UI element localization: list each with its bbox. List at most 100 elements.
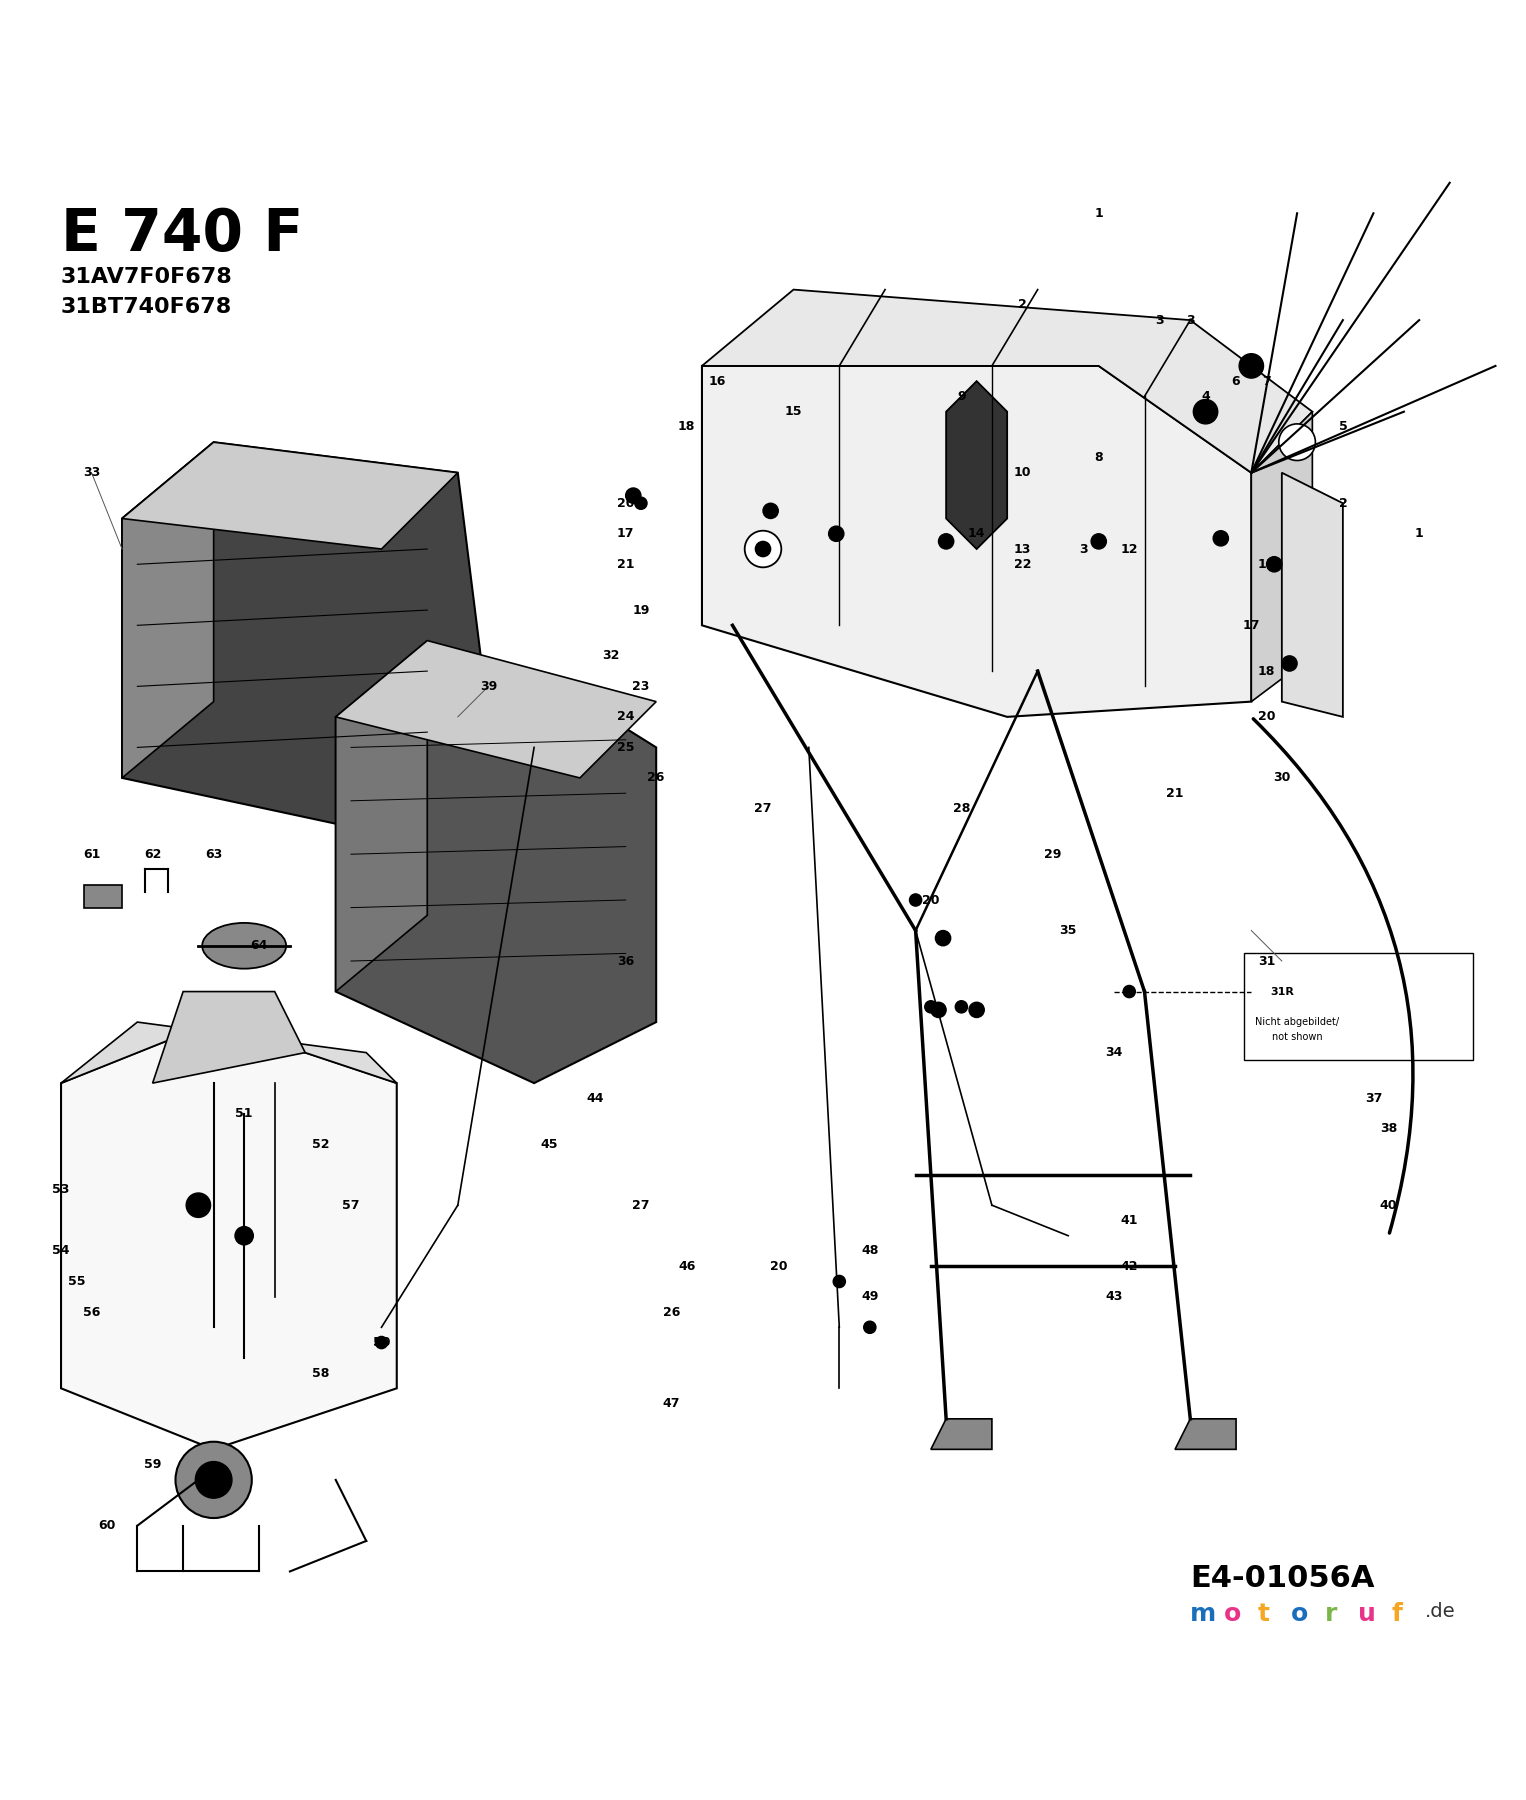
Text: 43: 43 [1105, 1291, 1123, 1303]
Text: r: r [1325, 1602, 1337, 1625]
Text: 21: 21 [617, 558, 635, 571]
Circle shape [755, 542, 771, 556]
Text: 40: 40 [1380, 1199, 1398, 1211]
Text: 34: 34 [1105, 1046, 1123, 1058]
Text: 26: 26 [647, 772, 665, 785]
Text: 26: 26 [662, 1305, 681, 1319]
Polygon shape [61, 1022, 397, 1449]
Circle shape [925, 1001, 937, 1013]
Text: 3: 3 [1186, 313, 1195, 326]
Text: 38: 38 [1380, 1123, 1398, 1136]
Text: 9: 9 [957, 391, 966, 403]
Circle shape [375, 1336, 388, 1348]
Text: 53: 53 [52, 1183, 70, 1197]
Text: 55: 55 [67, 1274, 85, 1289]
Text: 27: 27 [754, 803, 772, 815]
Text: 25: 25 [617, 742, 635, 754]
Text: not shown: not shown [1271, 1033, 1323, 1042]
Text: 23: 23 [632, 680, 650, 693]
FancyBboxPatch shape [1244, 954, 1473, 1060]
Ellipse shape [201, 923, 287, 968]
Text: 49: 49 [861, 1291, 879, 1303]
Text: 15: 15 [784, 405, 803, 418]
Text: 51: 51 [235, 1107, 253, 1120]
Text: 48: 48 [861, 1244, 879, 1258]
Polygon shape [702, 290, 1312, 473]
Polygon shape [153, 992, 305, 1084]
Polygon shape [946, 382, 1007, 549]
Text: 8: 8 [1094, 452, 1103, 464]
Text: 64: 64 [250, 940, 269, 952]
Polygon shape [336, 671, 656, 1084]
Circle shape [626, 488, 641, 504]
Text: 5: 5 [1338, 421, 1347, 434]
Text: 28: 28 [952, 803, 971, 815]
Text: 41: 41 [1120, 1213, 1138, 1228]
Text: 36: 36 [617, 954, 635, 968]
Text: u: u [1358, 1602, 1376, 1625]
Text: 61: 61 [82, 848, 101, 860]
Text: 3: 3 [1155, 313, 1164, 326]
Circle shape [829, 526, 844, 542]
Circle shape [763, 504, 778, 518]
Text: 35: 35 [1059, 923, 1077, 938]
Text: 19: 19 [632, 603, 650, 617]
Text: 22: 22 [1013, 558, 1032, 571]
Text: 13: 13 [1013, 542, 1032, 556]
Circle shape [833, 1276, 845, 1287]
Text: Nicht abgebildet/: Nicht abgebildet/ [1254, 1017, 1340, 1028]
Bar [84, 886, 122, 907]
Text: 2: 2 [1338, 497, 1347, 509]
Polygon shape [336, 641, 656, 778]
Text: 1: 1 [1094, 207, 1103, 220]
Circle shape [745, 531, 781, 567]
Circle shape [1091, 535, 1106, 549]
Text: 6: 6 [1231, 374, 1241, 387]
Circle shape [635, 497, 647, 509]
Circle shape [935, 931, 951, 945]
Circle shape [175, 1442, 252, 1517]
Polygon shape [122, 443, 214, 778]
Text: 37: 37 [1364, 1093, 1383, 1105]
Text: 20: 20 [922, 893, 940, 907]
Text: 24: 24 [617, 711, 635, 724]
Circle shape [864, 1321, 876, 1334]
Circle shape [195, 1462, 232, 1498]
Circle shape [1279, 423, 1315, 461]
Text: 52: 52 [311, 1138, 330, 1150]
Text: 10: 10 [1013, 466, 1032, 479]
Polygon shape [336, 641, 427, 992]
Text: 45: 45 [540, 1138, 559, 1150]
Polygon shape [61, 1022, 397, 1084]
Text: 44: 44 [586, 1093, 604, 1105]
Text: 50: 50 [372, 1336, 391, 1348]
Text: 12: 12 [1120, 542, 1138, 556]
Text: 47: 47 [662, 1397, 681, 1409]
Polygon shape [702, 365, 1251, 716]
Text: 3: 3 [1079, 542, 1088, 556]
Text: 27: 27 [632, 1199, 650, 1211]
Circle shape [955, 1001, 967, 1013]
Text: 11: 11 [1257, 558, 1276, 571]
Circle shape [186, 1193, 211, 1217]
Text: 31R: 31R [1270, 986, 1294, 997]
Text: 59: 59 [143, 1458, 162, 1471]
Text: 62: 62 [143, 848, 162, 860]
Text: 29: 29 [1044, 848, 1062, 860]
Text: 20: 20 [769, 1260, 787, 1273]
Text: 7: 7 [1262, 374, 1271, 387]
Circle shape [235, 1226, 253, 1246]
Text: 1: 1 [1415, 527, 1424, 540]
Text: 20: 20 [617, 497, 635, 509]
Text: 33: 33 [82, 466, 101, 479]
Text: 31AV7F0F678: 31AV7F0F678 [61, 266, 233, 286]
Text: 39: 39 [479, 680, 497, 693]
Polygon shape [122, 443, 488, 824]
Text: 42: 42 [1120, 1260, 1138, 1273]
Circle shape [1282, 655, 1297, 671]
Circle shape [938, 535, 954, 549]
Polygon shape [1282, 473, 1343, 716]
Text: 56: 56 [82, 1305, 101, 1319]
Circle shape [1213, 531, 1228, 545]
Text: o: o [1224, 1602, 1241, 1625]
